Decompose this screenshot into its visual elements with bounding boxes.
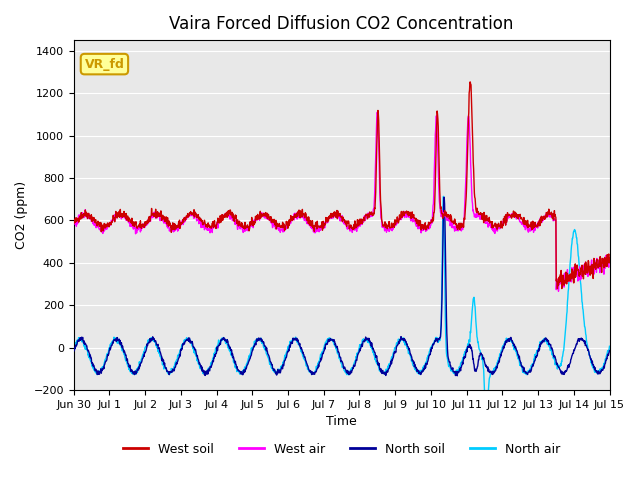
X-axis label: Time: Time [326,415,357,428]
Title: Vaira Forced Diffusion CO2 Concentration: Vaira Forced Diffusion CO2 Concentration [170,15,514,33]
Text: VR_fd: VR_fd [84,58,124,71]
Legend: West soil, West air, North soil, North air: West soil, West air, North soil, North a… [118,438,565,461]
Y-axis label: CO2 (ppm): CO2 (ppm) [15,181,28,249]
